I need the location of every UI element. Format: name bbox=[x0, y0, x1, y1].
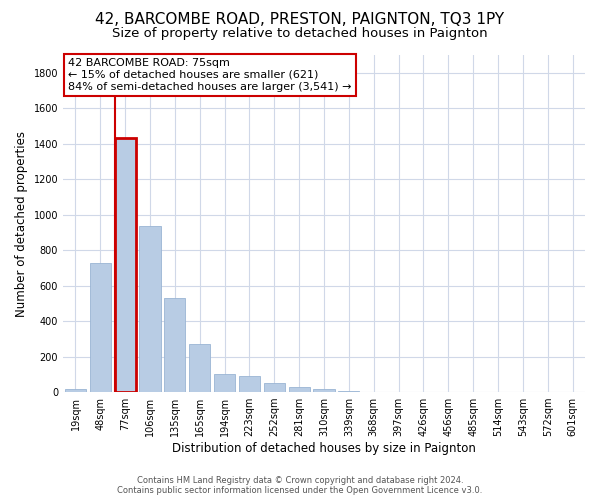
Bar bbox=[214, 374, 235, 392]
X-axis label: Distribution of detached houses by size in Paignton: Distribution of detached houses by size … bbox=[172, 442, 476, 455]
Bar bbox=[65, 388, 86, 392]
Bar bbox=[139, 226, 161, 392]
Bar bbox=[239, 376, 260, 392]
Bar bbox=[313, 390, 335, 392]
Text: 42, BARCOMBE ROAD, PRESTON, PAIGNTON, TQ3 1PY: 42, BARCOMBE ROAD, PRESTON, PAIGNTON, TQ… bbox=[95, 12, 505, 28]
Y-axis label: Number of detached properties: Number of detached properties bbox=[15, 130, 28, 316]
Bar bbox=[164, 298, 185, 392]
Bar bbox=[338, 391, 359, 392]
Bar bbox=[115, 138, 136, 392]
Bar bbox=[289, 387, 310, 392]
Bar bbox=[90, 262, 111, 392]
Text: Contains HM Land Registry data © Crown copyright and database right 2024.
Contai: Contains HM Land Registry data © Crown c… bbox=[118, 476, 482, 495]
Bar bbox=[264, 383, 285, 392]
Bar bbox=[189, 344, 211, 392]
Text: Size of property relative to detached houses in Paignton: Size of property relative to detached ho… bbox=[112, 28, 488, 40]
Text: 42 BARCOMBE ROAD: 75sqm
← 15% of detached houses are smaller (621)
84% of semi-d: 42 BARCOMBE ROAD: 75sqm ← 15% of detache… bbox=[68, 58, 352, 92]
